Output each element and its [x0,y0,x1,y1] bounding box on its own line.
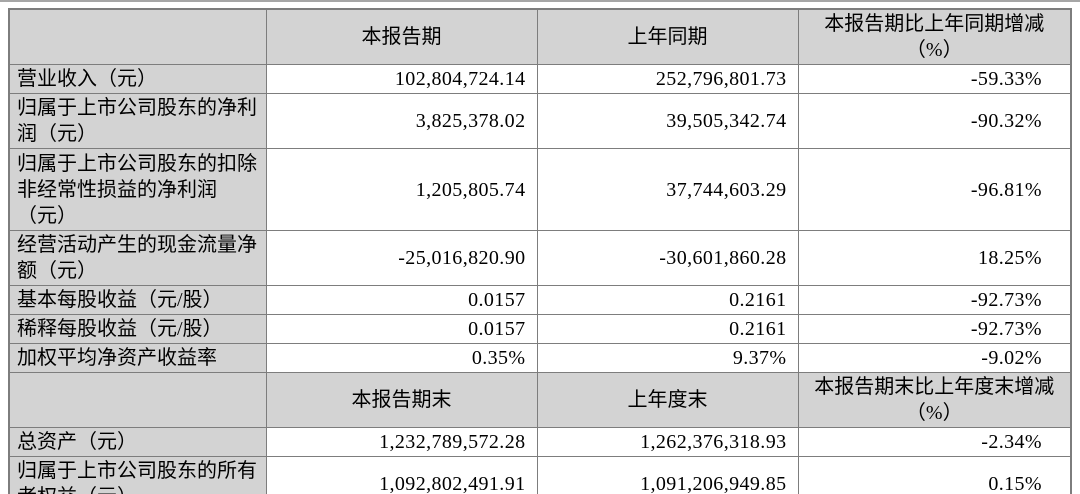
change-value: 0.15% [797,456,1072,494]
prior-period-value: 0.2161 [536,285,799,315]
table-row-operating-cash-flow: 经营活动产生的现金流量净额（元） -25,016,820.90 -30,601,… [8,230,1072,286]
current-period-value: 1,205,805.74 [265,148,538,231]
metric-label: 稀释每股收益（元/股） [8,314,267,344]
metric-column-header [8,372,267,428]
current-period-value: 102,804,724.14 [265,64,538,94]
metric-label: 基本每股收益（元/股） [8,285,267,315]
metric-label: 归属于上市公司股东的扣除非经常性损益的净利润（元） [8,148,267,231]
prior-period-value: 252,796,801.73 [536,64,799,94]
change-header: 本报告期比上年同期增减 （%） [797,8,1072,65]
prior-period-value: 39,505,342.74 [536,93,799,149]
table-row-revenue: 营业收入（元） 102,804,724.14 252,796,801.73 -5… [8,64,1072,94]
table-row-basic-eps: 基本每股收益（元/股） 0.0157 0.2161 -92.73% [8,285,1072,315]
metric-column-header [8,8,267,65]
metric-label: 经营活动产生的现金流量净额（元） [8,230,267,286]
current-period-value: 3,825,378.02 [265,93,538,149]
metric-label: 归属于上市公司股东的净利润（元） [8,93,267,149]
table-row-net-profit: 归属于上市公司股东的净利润（元） 3,825,378.02 39,505,342… [8,93,1072,149]
metric-label: 加权平均净资产收益率 [8,343,267,373]
change-header-line2: （%） [905,39,963,61]
section2-header-row: 本报告期末 上年度末 本报告期末比上年度末增减 （%） [8,372,1072,428]
period-end-change-header-line2: （%） [905,402,963,424]
period-end-header: 本报告期末 [265,372,538,428]
change-value: 18.25% [797,230,1072,286]
financial-summary-table: 本报告期 上年同期 本报告期比上年同期增减 （%） 营业收入（元） 102,80… [8,8,1072,494]
change-value: -2.34% [797,427,1072,457]
table-row-equity: 归属于上市公司股东的所有者权益（元） 1,092,802,491.91 1,09… [8,456,1072,494]
change-value: -59.33% [797,64,1072,94]
change-value: -92.73% [797,314,1072,344]
table-row-net-profit-excl-nonrecurring: 归属于上市公司股东的扣除非经常性损益的净利润（元） 1,205,805.74 3… [8,148,1072,231]
period-end-change-header-line1: 本报告期末比上年度末增减 [814,376,1055,398]
table-row-weighted-avg-roe: 加权平均净资产收益率 0.35% 9.37% -9.02% [8,343,1072,373]
change-value: -9.02% [797,343,1072,373]
prior-year-end-value: 1,091,206,949.85 [536,456,799,494]
change-value: -96.81% [797,148,1072,231]
period-end-value: 1,092,802,491.91 [265,456,538,494]
prior-year-end-header: 上年度末 [536,372,799,428]
metric-label: 总资产（元） [8,427,267,457]
section1-header-row: 本报告期 上年同期 本报告期比上年同期增减 （%） [8,8,1072,65]
table-row-diluted-eps: 稀释每股收益（元/股） 0.0157 0.2161 -92.73% [8,314,1072,344]
table-row-total-assets: 总资产（元） 1,232,789,572.28 1,262,376,318.93… [8,427,1072,457]
current-period-value: -25,016,820.90 [265,230,538,286]
prior-year-end-value: 1,262,376,318.93 [536,427,799,457]
change-header-line1: 本报告期比上年同期增减 [824,13,1045,35]
current-period-value: 0.0157 [265,314,538,344]
metric-label: 归属于上市公司股东的所有者权益（元） [8,456,267,494]
page-top-divider [0,0,1080,2]
change-value: -90.32% [797,93,1072,149]
current-period-header: 本报告期 [265,8,538,65]
prior-period-value: 9.37% [536,343,799,373]
metric-label: 营业收入（元） [8,64,267,94]
prior-period-header: 上年同期 [536,8,799,65]
period-end-value: 1,232,789,572.28 [265,427,538,457]
change-value: -92.73% [797,285,1072,315]
current-period-value: 0.0157 [265,285,538,315]
prior-period-value: 37,744,603.29 [536,148,799,231]
prior-period-value: 0.2161 [536,314,799,344]
current-period-value: 0.35% [265,343,538,373]
prior-period-value: -30,601,860.28 [536,230,799,286]
period-end-change-header: 本报告期末比上年度末增减 （%） [797,372,1072,428]
